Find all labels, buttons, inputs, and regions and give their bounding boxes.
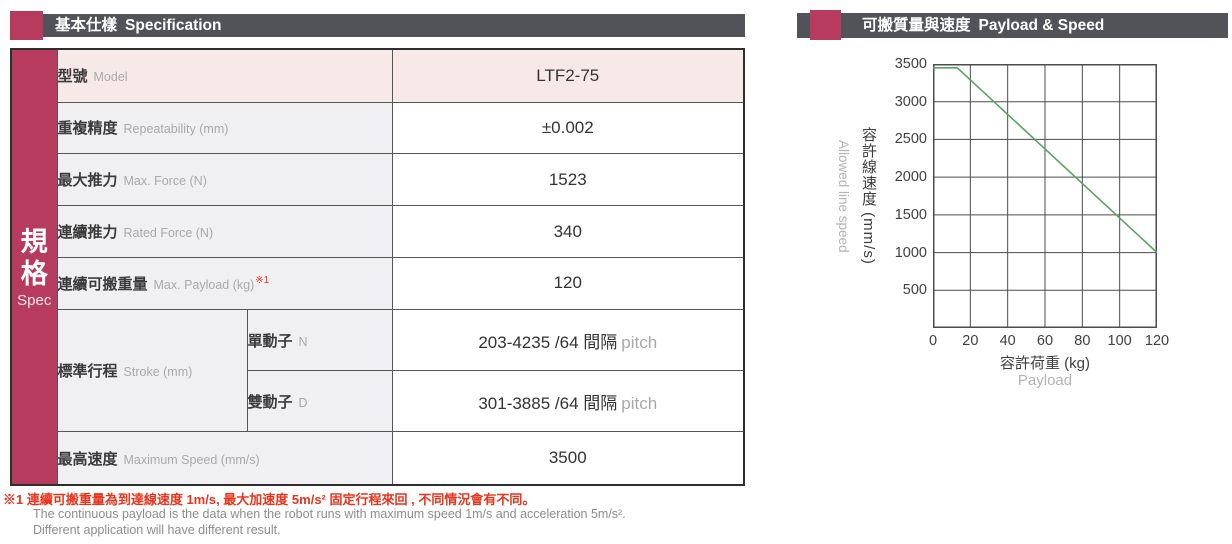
max-force-label-cell: 最大推力 Max. Force (N) [56,153,393,207]
stroke-double-value: 301-3885 /64 間隔 pitch [391,370,745,433]
payload-speed-chart: Allowed line speed 容許線速度 (mm/s) 500 1000 1… [830,50,1232,400]
payload-speed-header-title-zh: 可搬質量與速度 [862,17,971,34]
model-label-zh: 型號 [57,68,88,86]
stroke-label-zh: 標準行程 [57,363,118,381]
stroke-label-en: Stroke (mm) [123,365,193,380]
max-force-value: 1523 [391,153,745,207]
y-tick-label: 3500 [894,56,927,72]
x-axis-label-zh: 容許荷重 (kg) [999,355,1090,372]
y-tick-labels: 500 1000 1500 2000 2500 3000 3500 [830,56,927,328]
rated-force-label-cell: 連續推力 Rated Force (N) [56,205,393,259]
y-tick-label: 1000 [894,244,927,261]
stroke-double-type-code: D [298,395,308,410]
stroke-single-type-zh: 單動子 [247,332,293,350]
spec-header-accent-square [10,11,43,40]
y-tick-label: 1500 [894,206,927,223]
max-speed-value: 3500 [391,431,745,486]
payload-speed-header-title: 可搬質量與速度 Payload & Speed [862,13,1104,38]
y-tick-label: 2000 [894,169,927,186]
stroke-label-cell: 標準行程 Stroke (mm) [56,308,248,433]
repeatability-value: ±0.002 [391,101,745,155]
x-tick-label: 40 [999,333,1016,349]
max-payload-value: 120 [391,257,745,310]
table-row-max-force: 最大推力 Max. Force (N) 1523 [11,153,745,207]
x-tick-label: 100 [1107,333,1132,349]
model-label-en: Model [93,70,128,85]
max-force-label-zh: 最大推力 [57,172,118,190]
model-value: LTF2-75 [391,48,745,103]
stroke-double-value-main: 301-3885 /64 間隔 [478,393,618,413]
y-tick-label: 500 [902,282,927,299]
max-payload-footnote-ref: ※1 [255,274,270,286]
spec-header-title-zh: 基本仕樣 [55,17,118,34]
table-row-rated-force: 連續推力 Rated Force (N) 340 [11,205,745,259]
rated-force-value: 340 [391,205,745,259]
repeatability-label-zh: 重複精度 [57,120,118,138]
rated-force-label-zh: 連續推力 [57,224,118,242]
speed-line [933,66,1157,254]
spec-header-bar [28,14,745,37]
table-row-max-payload: 連續可搬重量 Max. Payload (kg)※1 120 [11,257,745,310]
x-axis-label-en: Payload [1017,372,1073,389]
y-axis-label: Allowed line speed 容許線速度 (mm/s) [836,64,879,328]
footnote-note1-zh: ※1 連續可搬重量為到達線速度 1m/s, 最大加速度 5m/s² 固定行程來回… [3,492,536,507]
spec-header-title: 基本仕樣 Specification [55,14,221,37]
table-row-max-speed: 最高速度 Maximum Speed (mm/s) 3500 [11,431,745,486]
spec-sidebar: 規 格 Spec [10,48,58,486]
footnote-note1-en: The continuous payload is the data when … [33,507,626,538]
stroke-single-type-cell: 單動子 N [246,308,393,372]
max-speed-label-en: Maximum Speed (mm/s) [123,452,260,467]
max-payload-label-en: Max. Payload (kg) [153,277,255,292]
max-payload-label-cell: 連續可搬重量 Max. Payload (kg)※1 [56,257,393,310]
payload-speed-plot [933,64,1157,328]
y-axis-label-en: Allowed line speed [836,139,851,253]
max-payload-label-zh: 連續可搬重量 [57,275,148,293]
sidebar-label-en: Spec [17,291,52,309]
stroke-single-value-main: 203-4235 /64 間隔 [478,332,618,352]
x-tick-label: 20 [962,333,979,349]
x-tick-label: 80 [1074,333,1091,349]
max-speed-label-cell: 最高速度 Maximum Speed (mm/s) [56,431,393,486]
y-tick-label: 3000 [894,93,927,110]
max-force-label-en: Max. Force (N) [123,174,207,189]
spec-table: 規 格 Spec 型號 Model LTF2-75 重複精度 Repeatabili… [10,48,745,486]
stroke-double-type-zh: 雙動子 [247,393,293,411]
x-tick-labels: 0 20 40 60 80 100 120 [929,333,1169,351]
repeatability-label-cell: 重複精度 Repeatability (mm) [56,101,393,155]
table-row-stroke-double: 雙動子 D 301-3885 /64 間隔 pitch [11,370,745,433]
payload-speed-header-title-en: Payload & Speed [978,17,1105,34]
x-tick-label: 0 [928,333,938,349]
repeatability-label-en: Repeatability (mm) [123,122,229,137]
table-row-repeatability: 重複精度 Repeatability (mm) ±0.002 [11,101,745,155]
spec-header-title-en: Specification [125,17,222,34]
footnote-note1-en-line2: Different application will have differen… [33,522,281,537]
rated-force-label-en: Rated Force (N) [123,226,214,241]
stroke-single-value-unit: pitch [621,332,658,352]
footnote-note1-en-line1: The continuous payload is the data when … [33,507,626,521]
stroke-double-value-unit: pitch [621,393,658,413]
table-row-stroke-single: 標準行程 Stroke (mm) 單動子 N 203-4235 /64 間隔 pitc… [11,308,745,433]
model-label-cell: 型號 Model [56,48,393,103]
plot-border [933,64,1157,328]
stroke-single-value: 203-4235 /64 間隔 pitch [391,308,745,372]
x-tick-label: 120 [1144,333,1170,349]
stroke-single-type-code: N [298,334,308,349]
max-speed-label-zh: 最高速度 [57,450,118,468]
y-tick-label: 2500 [894,131,927,148]
sidebar-char-2: 格 [20,258,48,289]
y-axis-label-zh: 容許線速度 (mm/s) [860,127,877,265]
sidebar-char-1: 規 [20,226,48,257]
stroke-double-type-cell: 雙動子 D [246,370,393,433]
payload-speed-header-accent-square [810,10,841,40]
payload-speed-header-bar [797,13,1228,38]
x-tick-label: 60 [1036,333,1054,349]
table-row-model: 規 格 Spec 型號 Model LTF2-75 [10,48,745,486]
